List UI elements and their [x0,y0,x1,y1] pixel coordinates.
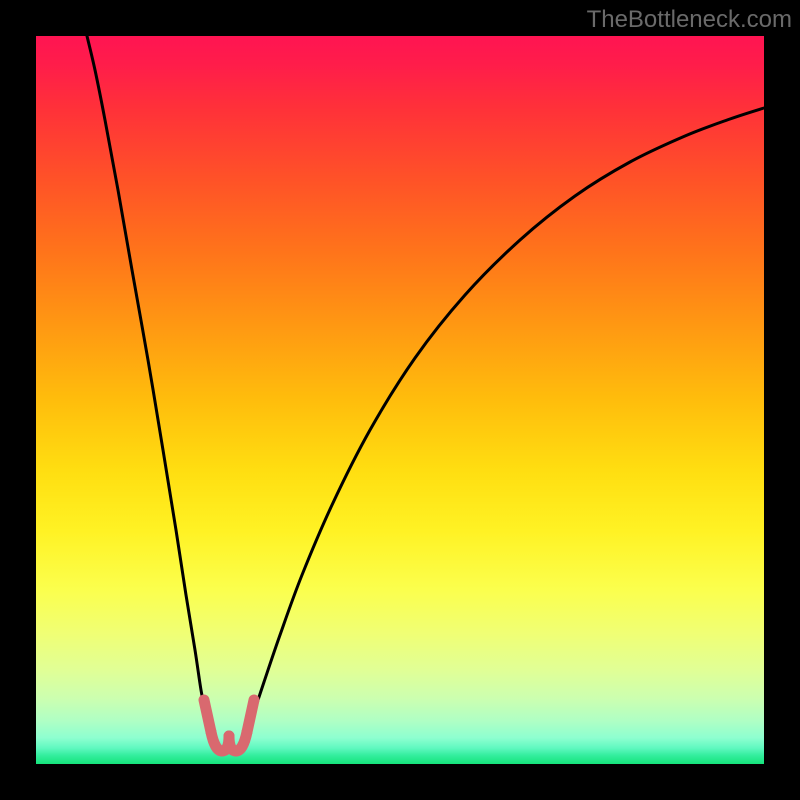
cusp-segment [247,700,254,732]
v-curve-path [87,36,764,752]
curve-layer [0,0,800,800]
watermark-text: TheBottleneck.com [587,6,792,34]
cusp-overlay [204,700,254,751]
